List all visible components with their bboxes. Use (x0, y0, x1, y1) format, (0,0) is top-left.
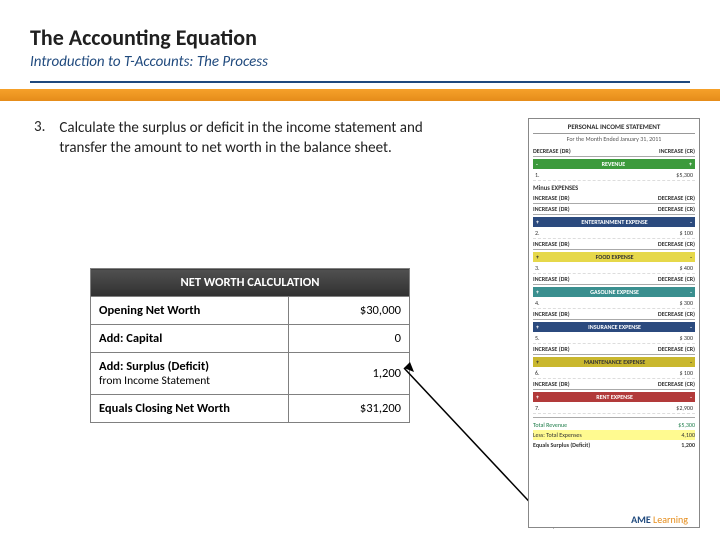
expense-amount-row: 5. $ 300 (533, 333, 695, 344)
expense-bar: + GASOLINE EXPENSE - (533, 287, 695, 297)
panel-title: PERSONAL INCOME STATEMENT (533, 122, 695, 134)
total-rev-amt: $5,300 (678, 421, 695, 429)
networth-header: NET WORTH CALCULATION (91, 269, 410, 297)
total-rev-label: Total Revenue (533, 421, 567, 429)
networth-row-value: 1,200 (288, 353, 409, 395)
minus-sign: - (690, 218, 692, 226)
plus-sign: + (689, 160, 692, 168)
expense-amt: $2,900 (676, 404, 693, 412)
networth-row-value: $31,200 (288, 395, 409, 423)
plus-sign: + (536, 323, 539, 331)
expense-bar: + ENTERTAINMENT EXPENSE - (533, 217, 695, 227)
panel-dr-label: DECREASE (DR) (533, 147, 571, 155)
expense-bar: + INSURANCE EXPENSE - (533, 322, 695, 332)
plus-sign: + (536, 218, 539, 226)
brand-1: AME (631, 513, 651, 526)
networth-row-label: Add: Capital (91, 325, 289, 353)
expense-amount-row: 4. $ 300 (533, 298, 695, 309)
expense-bar: + RENT EXPENSE - (533, 392, 695, 402)
plus-sign: + (536, 253, 539, 261)
networth-table: NET WORTH CALCULATION Opening Net Worth$… (90, 268, 410, 423)
page-subtitle: Introduction to T-Accounts: The Process (30, 53, 690, 71)
expense-amount-row: 3. $ 400 (533, 263, 695, 274)
expense-label: MAINTENANCE EXPENSE (584, 358, 645, 366)
plus-sign: + (536, 393, 539, 401)
expense-amount-row: 7. $2,900 (533, 403, 695, 414)
expense-label: ENTERTAINMENT EXPENSE (581, 218, 647, 226)
expense-amount-row: 2. $ 100 (533, 228, 695, 239)
networth-row-sublabel: from Income Statement (99, 374, 280, 388)
exp-drcr-row: INCREASE (DR)DECREASE (CR) (533, 309, 695, 320)
expense-label: INSURANCE EXPENSE (588, 323, 641, 331)
networth-row-value: $30,000 (288, 297, 409, 325)
panel-cr-label: INCREASE (CR) (659, 147, 695, 155)
expense-amt: $ 400 (679, 264, 693, 272)
bullet-number: 3. (34, 118, 45, 159)
minus-sign: - (536, 160, 538, 168)
minus-sign: - (690, 358, 692, 366)
expense-num: 7. (535, 404, 540, 412)
surplus-label: Equals Surplus (Deficit) (533, 441, 590, 449)
bullet-item: 3. Calculate the surplus or deficit in t… (34, 118, 464, 159)
exp-drcr-row: INCREASE (DR)DECREASE (CR) (533, 239, 695, 250)
title-underline (30, 81, 690, 83)
expense-num: 6. (535, 369, 540, 377)
expense-amt: $ 100 (679, 229, 693, 237)
plus-sign: + (536, 288, 539, 296)
page-title: The Accounting Equation (30, 24, 690, 51)
totals-block: Total Revenue $5,300 Less: Total Expense… (533, 417, 695, 450)
exp-drcr-row: INCREASE (DR)DECREASE (CR) (533, 379, 695, 390)
minus-sign: - (690, 253, 692, 261)
expense-label: FOOD EXPENSE (596, 253, 634, 261)
expense-amt: $ 300 (679, 334, 693, 342)
expense-num: 2. (535, 229, 540, 237)
revenue-bar: - REVENUE + (533, 159, 695, 169)
networth-row-value: 0 (288, 325, 409, 353)
plus-sign: + (536, 358, 539, 366)
exp-dr-label: INCREASE (DR) (533, 194, 570, 202)
minus-expenses-label: Minus EXPENSES (533, 184, 695, 192)
rev-amt: $5,300 (676, 171, 693, 179)
exp-drcr-row: INCREASE (DR)DECREASE (CR) (533, 274, 695, 285)
surplus-amt: 1,200 (681, 441, 695, 449)
income-statement-panel: PERSONAL INCOME STATEMENT For the Month … (528, 118, 700, 528)
expense-label: GASOLINE EXPENSE (590, 288, 639, 296)
expense-amt: $ 300 (679, 299, 693, 307)
panel-subtitle: For the Month Ended January 31, 2011 (533, 135, 695, 143)
expense-num: 5. (535, 334, 540, 342)
exp-drcr-row: INCREASE (DR)DECREASE (CR) (533, 344, 695, 355)
rev-num: 1. (535, 171, 540, 179)
networth-row-label: Opening Net Worth (91, 297, 289, 325)
exp-cr-label: DECREASE (CR) (658, 194, 695, 202)
expense-amt: $ 100 (679, 369, 693, 377)
exp-drcr-row: INCREASE (DR)DECREASE (CR) (533, 204, 695, 215)
accent-bar (0, 89, 720, 101)
minus-sign: - (690, 393, 692, 401)
expense-bar: + FOOD EXPENSE - (533, 252, 695, 262)
total-exp-label: Less: Total Expenses (533, 431, 582, 439)
expense-num: 3. (535, 264, 540, 272)
revenue-label: REVENUE (602, 160, 626, 168)
minus-sign: - (690, 288, 692, 296)
bullet-text: Calculate the surplus or deficit in the … (59, 118, 464, 159)
networth-row-label: Add: Surplus (Deficit)from Income Statem… (91, 353, 289, 395)
networth-row-label: Equals Closing Net Worth (91, 395, 289, 423)
footer-logo: AME Learning (631, 513, 688, 526)
brand-2: Learning (653, 513, 688, 526)
expense-num: 4. (535, 299, 540, 307)
expense-amount-row: 6. $ 100 (533, 368, 695, 379)
minus-sign: - (690, 323, 692, 331)
expense-bar: + MAINTENANCE EXPENSE - (533, 357, 695, 367)
expense-label: RENT EXPENSE (596, 393, 633, 401)
total-exp-amt: 4,100 (681, 431, 695, 439)
